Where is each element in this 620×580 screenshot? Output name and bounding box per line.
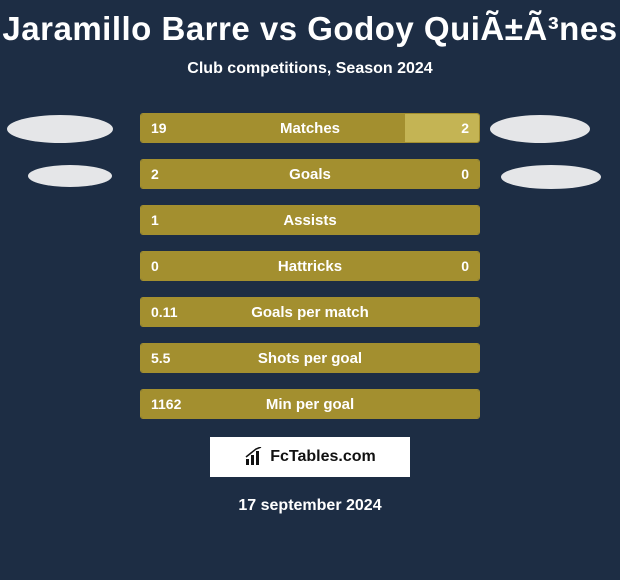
bar-left xyxy=(141,390,479,418)
bar-left xyxy=(141,160,479,188)
bar-left xyxy=(141,344,479,372)
bar-left xyxy=(141,206,479,234)
stat-rows: Matches192 Goals20 Assists1 Hattricks00 Goal… xyxy=(140,113,480,419)
stat-row: Matches192 xyxy=(140,113,480,143)
player-marker-left-1 xyxy=(7,115,113,143)
stat-row: Min per goal1162 xyxy=(140,389,480,419)
logo-text: FcTables.com xyxy=(270,448,376,466)
bar-right xyxy=(405,114,479,142)
comparison-chart: Matches192 Goals20 Assists1 Hattricks00 Goal… xyxy=(0,113,620,419)
site-logo: FcTables.com xyxy=(210,437,410,477)
stat-row: Goals per match0.11 xyxy=(140,297,480,327)
stat-row: Assists1 xyxy=(140,205,480,235)
stat-row: Shots per goal5.5 xyxy=(140,343,480,373)
subtitle: Club competitions, Season 2024 xyxy=(0,60,620,78)
player-marker-left-2 xyxy=(28,165,112,187)
player-marker-right-2 xyxy=(501,165,601,189)
date-text: 17 september 2024 xyxy=(0,497,620,515)
bar-left xyxy=(141,298,479,326)
stat-row: Goals20 xyxy=(140,159,480,189)
bar-left xyxy=(141,114,405,142)
page-title: Jaramillo Barre vs Godoy QuiÃ±Ã³nes xyxy=(0,0,620,48)
chart-icon xyxy=(244,447,264,467)
stat-row: Hattricks00 xyxy=(140,251,480,281)
bar-left xyxy=(141,252,479,280)
player-marker-right-1 xyxy=(490,115,590,143)
